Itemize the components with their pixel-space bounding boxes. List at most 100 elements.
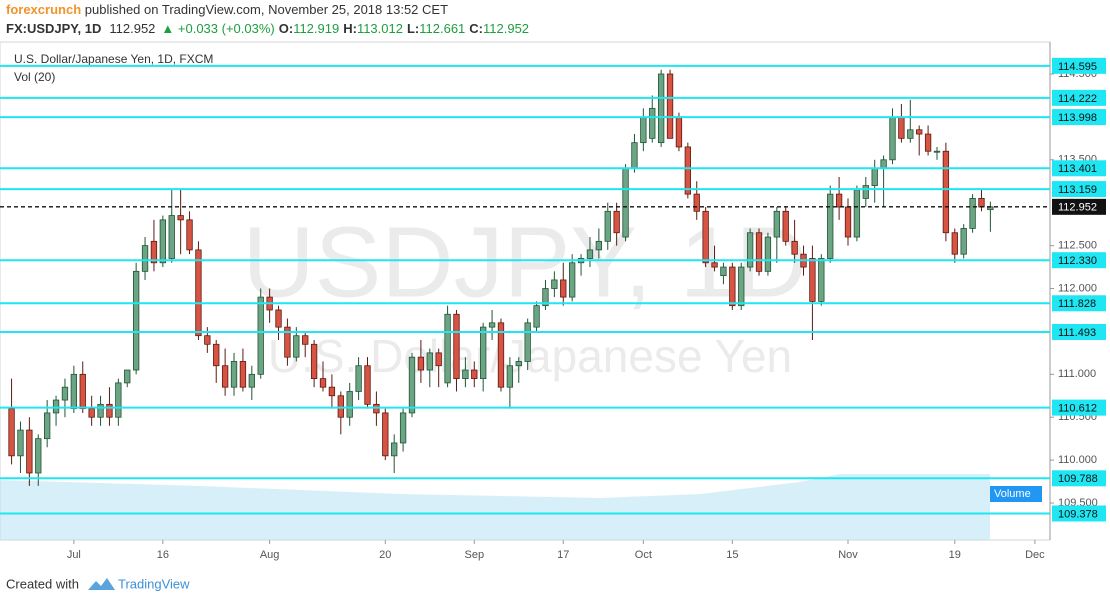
candle-body [871, 167, 878, 186]
x-tick-label: Sep [464, 549, 484, 561]
candle-body [8, 408, 15, 457]
candle-body [488, 322, 496, 328]
candle-body [746, 232, 754, 268]
change: ▲ +0.033 (+0.03%) [161, 21, 274, 36]
level-badge [1052, 470, 1106, 487]
candle-body [52, 399, 60, 414]
y-tick-label: 111.000 [1058, 368, 1096, 380]
candle-body [319, 378, 327, 388]
candle-body [79, 373, 86, 410]
candle-body [586, 249, 594, 259]
candle-body [764, 236, 772, 272]
quote-label: L: [407, 21, 419, 36]
candle-body [346, 391, 353, 418]
level-label: 113.159 [1058, 184, 1097, 196]
candle-body [186, 219, 193, 251]
candle-body [702, 210, 709, 264]
candle-body [560, 279, 567, 298]
volume-badge [990, 486, 1042, 502]
level-label: 111.493 [1058, 327, 1096, 339]
candle-body [978, 198, 985, 208]
candle-body [230, 361, 238, 388]
candle-body [693, 193, 700, 212]
candle-body [595, 240, 603, 251]
volume-legend: Volume [994, 488, 1031, 500]
footer-brand[interactable]: TradingView [118, 576, 190, 591]
x-tick-label: Dec [1025, 549, 1045, 561]
candle-body [257, 296, 264, 375]
level-label: 109.788 [1058, 473, 1098, 485]
candle-body [204, 335, 211, 345]
x-tick-label: 17 [557, 549, 569, 561]
quote-label: C: [469, 21, 483, 36]
author[interactable]: forexcrunch [6, 2, 81, 17]
candle-body [115, 382, 122, 418]
level-badge [1052, 505, 1106, 522]
candle-body [44, 412, 51, 440]
quote-label: O: [279, 21, 293, 36]
candle-body [302, 335, 309, 345]
x-tick-label: Jul [67, 549, 81, 561]
x-tick-label: 20 [379, 549, 391, 561]
level-badge [1052, 181, 1106, 198]
volume-title: Vol (20) [14, 70, 55, 84]
x-tick-label: 15 [726, 549, 738, 561]
candle-body [177, 215, 184, 221]
level-label: 109.378 [1058, 508, 1098, 520]
level-badge [1052, 399, 1106, 416]
candle-body [70, 373, 78, 410]
candle-body [355, 365, 362, 392]
candle-body [640, 116, 647, 144]
candle-body [675, 116, 683, 148]
level-badge [1052, 160, 1106, 177]
candle-body [141, 245, 149, 272]
candle-body [969, 198, 976, 229]
candle-body [17, 429, 24, 457]
published: published on TradingView.com, November 2… [81, 2, 448, 17]
candle-body [862, 185, 869, 199]
watermark-title: USDJPY, 1D [242, 206, 807, 318]
x-tick-label: 16 [157, 549, 169, 561]
level-badge [1052, 109, 1106, 126]
candle-body [533, 305, 540, 328]
quote-line: FX:USDJPY, 1D 112.952 ▲ +0.033 (+0.03%) O:1… [6, 21, 529, 36]
level-label: 113.998 [1058, 112, 1097, 124]
level-label: 114.595 [1058, 61, 1097, 73]
candle-body [435, 352, 442, 367]
candle-body [542, 288, 549, 307]
candle-body [666, 73, 674, 139]
candle-body [515, 361, 522, 367]
candle-body [106, 403, 113, 418]
candle-body [720, 266, 727, 277]
candle-body [239, 361, 247, 388]
candle-body [132, 270, 140, 371]
candle-body [275, 309, 282, 328]
candle-body [880, 159, 887, 169]
candle-body [622, 167, 629, 238]
last-price-label: 112.952 [1058, 202, 1097, 214]
candle-body [408, 356, 416, 414]
candle-body [898, 116, 905, 139]
candle-body [711, 262, 718, 268]
level-badge [1052, 252, 1106, 269]
candle-body [328, 386, 336, 397]
candle-body [248, 373, 255, 388]
candle-body [426, 352, 433, 371]
candle-body [293, 335, 300, 358]
y-tick-label: 112.500 [1058, 240, 1097, 252]
level-label: 110.612 [1058, 403, 1097, 415]
candle-body [960, 228, 967, 255]
candle-body [26, 429, 33, 474]
footer-created: Created with [6, 576, 79, 591]
candle-body [933, 150, 941, 153]
candle-body [159, 219, 166, 264]
candle-body [524, 322, 531, 362]
candle-body [417, 356, 425, 371]
level-label: 111.828 [1058, 298, 1096, 310]
candle-body [444, 313, 451, 384]
last-price-badge [1052, 198, 1106, 215]
candle-body [373, 403, 380, 414]
candle-body [506, 365, 514, 388]
header-line: forexcrunch published on TradingView.com… [6, 2, 448, 17]
